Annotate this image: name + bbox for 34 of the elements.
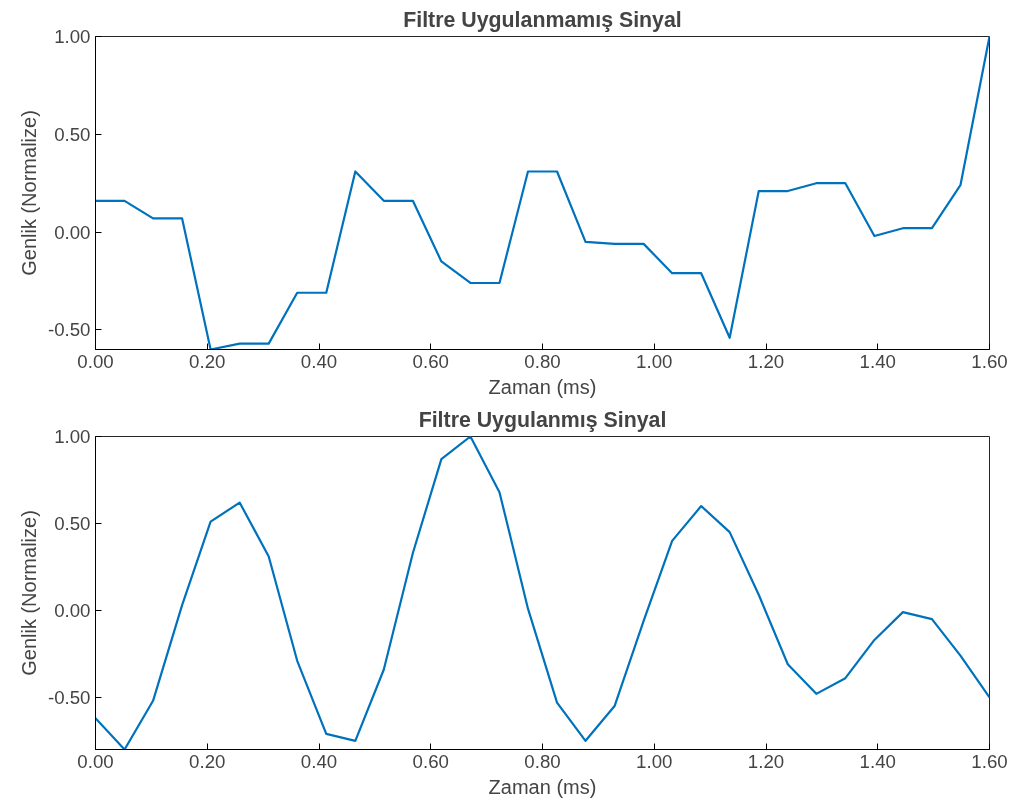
x-tick-label: 1.60 [971,350,1008,372]
x-tick-label: 0.40 [300,750,338,772]
x-tick-label: 1.20 [747,750,785,772]
chart-title: Filtre Uygulanmamış Sinyal [403,7,682,32]
y-tick-label: 1.00 [54,26,91,47]
line-series [95,36,990,350]
y-tick-label: -0.50 [47,319,91,341]
chart-title: Filtre Uygulanmış Sinyal [418,407,667,432]
x-tick-label: 1.20 [747,350,785,372]
x-tick-label: 0.60 [412,750,449,772]
y-tick-label: -0.50 [47,686,91,708]
x-axis-title: Zaman (ms) [488,775,597,798]
x-tick-label: 0.60 [412,350,449,372]
x-axis-title: Zaman (ms) [488,375,597,398]
x-tick-label: 1.00 [636,350,673,372]
y-tick-label: 1.00 [54,426,91,447]
x-tick-label: 0.20 [189,350,226,372]
x-tick-label: 0.20 [189,750,226,772]
x-tick-label: 0.40 [300,350,338,372]
y-tick-label: 0.00 [54,221,91,243]
x-tick-label: 0.80 [524,750,561,772]
line-series [95,436,990,750]
y-tick-label: 0.50 [54,512,91,534]
x-tick-label: 0.80 [524,350,561,372]
y-axis-title: Genlik (Normalize) [17,510,40,676]
x-tick-label: 1.40 [859,750,896,772]
x-tick-label: 0.00 [77,750,114,772]
x-tick-label: 1.00 [636,750,673,772]
y-tick-label: 0.00 [54,599,91,621]
y-tick-label: 0.50 [54,123,91,145]
y-axis-title: Genlik (Normalize) [17,110,40,276]
x-tick-label: 0.00 [77,350,114,372]
x-tick-label: 1.40 [859,350,896,372]
x-tick-label: 1.60 [971,750,1008,772]
